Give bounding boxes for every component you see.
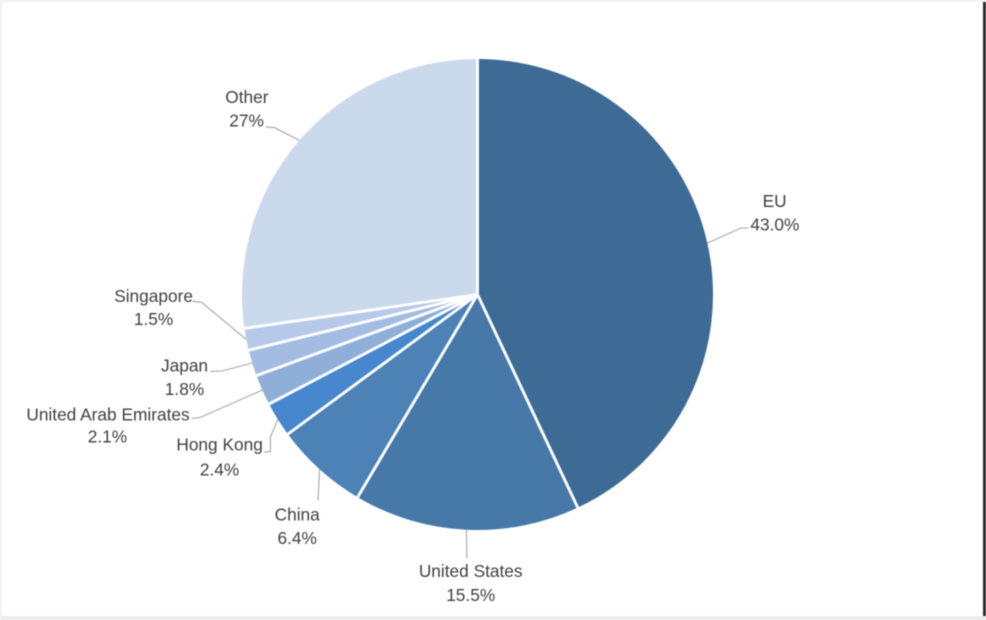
- svg-text:2.4%: 2.4%: [200, 460, 239, 480]
- svg-text:43.0%: 43.0%: [750, 215, 799, 235]
- svg-text:2.1%: 2.1%: [88, 427, 127, 447]
- svg-text:Singapore: Singapore: [114, 286, 193, 306]
- svg-text:1.8%: 1.8%: [165, 379, 204, 399]
- svg-text:United Arab Emirates: United Arab Emirates: [26, 405, 190, 425]
- svg-text:Hong Kong: Hong Kong: [176, 435, 262, 455]
- svg-text:27%: 27%: [229, 111, 264, 131]
- svg-text:EU: EU: [763, 191, 787, 211]
- svg-text:China: China: [275, 504, 321, 524]
- svg-text:15.5%: 15.5%: [446, 585, 495, 605]
- svg-text:Other: Other: [225, 87, 268, 107]
- svg-text:Japan: Japan: [161, 356, 208, 376]
- svg-text:United States: United States: [419, 561, 523, 581]
- svg-text:6.4%: 6.4%: [278, 528, 317, 548]
- svg-text:1.5%: 1.5%: [134, 309, 173, 329]
